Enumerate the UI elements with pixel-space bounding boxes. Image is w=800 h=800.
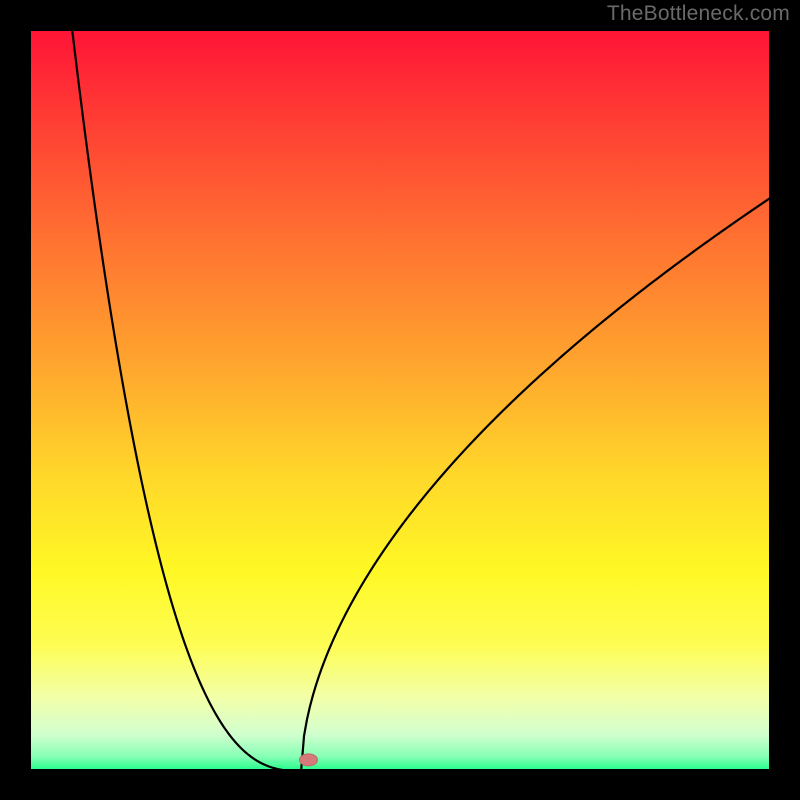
bottleneck-chart — [0, 0, 800, 800]
chart-container: TheBottleneck.com — [0, 0, 800, 800]
watermark-text: TheBottleneck.com — [607, 2, 790, 26]
minimum-marker — [300, 754, 318, 766]
plot-background — [31, 31, 771, 771]
